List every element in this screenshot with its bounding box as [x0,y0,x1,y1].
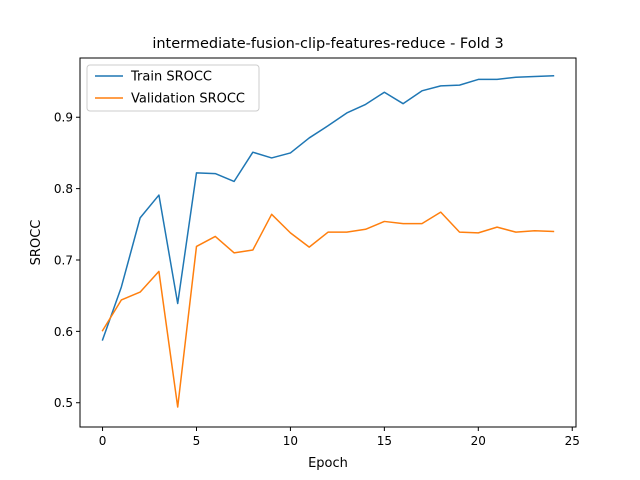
x-tick-label: 20 [471,434,486,448]
legend-box [86,64,260,112]
x-tick-label: 0 [99,434,107,448]
legend-label-validation: Validation SROCC [131,92,245,107]
y-tick-label: 0.8 [54,182,73,196]
x-tick-label: 10 [283,434,298,448]
x-tick-label: 25 [565,434,580,448]
axes-layer: 0 5 10 15 20 25 0.5 0.6 0.7 0.8 0.9 [54,111,580,448]
legend: Train SROCC Validation SROCC [86,64,260,112]
series-line-validation-srocc [101,211,555,408]
y-axis-label: SROCC [29,220,44,266]
x-tick-label: 15 [377,434,392,448]
x-tick-label: 5 [193,434,201,448]
series-layer [101,75,555,408]
plot-frame [79,57,577,428]
legend-label-train: Train SROCC [130,70,212,85]
y-tick-label: 0.9 [54,111,73,125]
y-tick-label: 0.5 [54,396,73,410]
chart-title: intermediate-fusion-clip-features-reduce… [152,36,503,52]
series-line-train-srocc [101,75,555,341]
x-axis-label: Epoch [308,456,348,471]
y-tick-label: 0.6 [54,325,73,339]
y-tick-label: 0.7 [54,253,73,267]
